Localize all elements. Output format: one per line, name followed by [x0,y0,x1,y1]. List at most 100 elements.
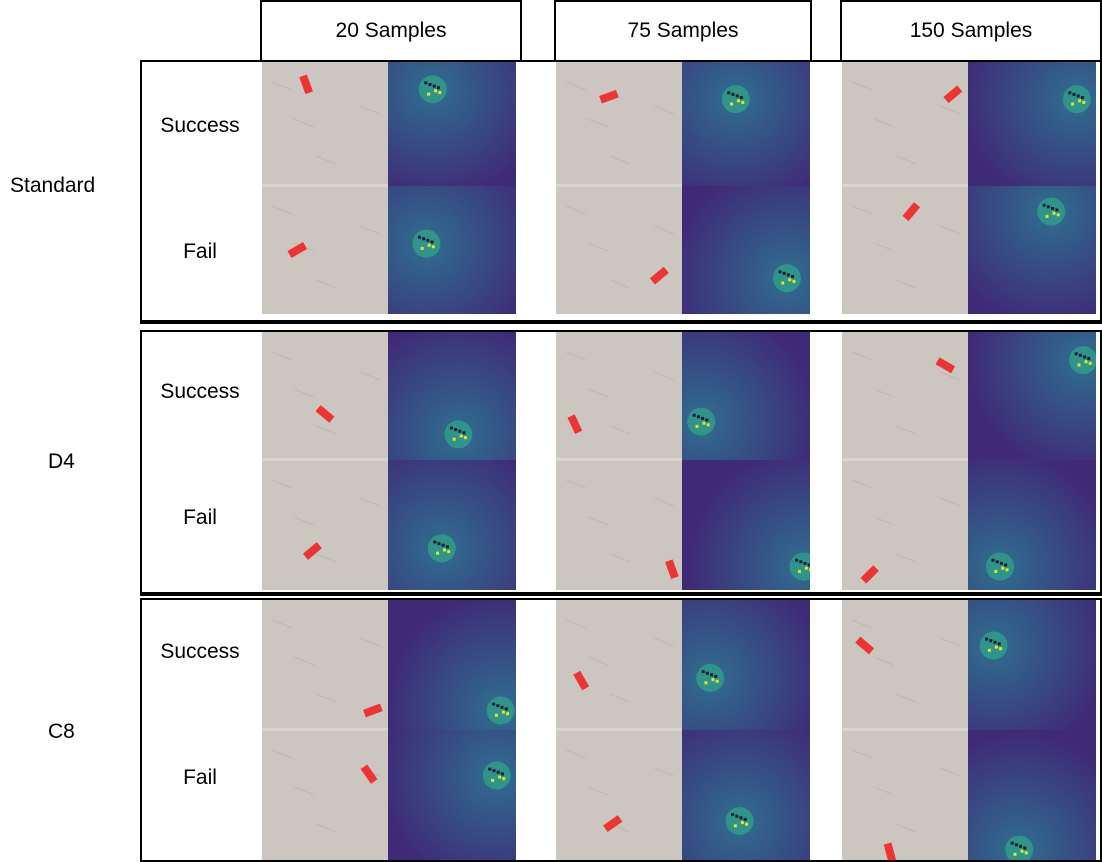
scene-photo-image [842,460,968,590]
surface-texture [565,351,587,361]
heatmap-hotspot-pixel [786,273,790,277]
surface-texture [609,155,631,165]
surface-texture [609,693,631,703]
surface-texture [315,823,337,833]
heatmap-hotspot-pixel [705,671,709,675]
heatmap-hotspot-glow [418,75,447,104]
scene-photo-image [556,600,682,730]
heatmap-image [388,186,516,314]
table-surface [262,730,388,860]
table-surface [262,460,388,590]
heatmap-hotspot-pixel [1088,361,1092,365]
table-surface [262,186,388,314]
heatmap [388,460,516,590]
object-marker [573,670,590,691]
heatmap-hotspot-pixel [994,645,998,649]
heatmap-hotspot-pixel [735,94,739,98]
outcome-label-success: Success [160,640,240,663]
surface-texture [565,81,587,91]
photo-divider [556,458,682,461]
heatmap-hotspot-pixel [987,648,991,652]
object-marker [603,815,623,833]
heatmap-hotspot-pixel [427,92,431,96]
heatmap [388,62,516,186]
heatmap-hotspot-pixel [809,568,810,572]
surface-texture [939,371,961,381]
heatmap-background [682,332,810,460]
heatmap-hotspot-pixel [492,769,496,773]
table-surface [556,730,682,860]
heatmap-hotspot-pixel [492,702,496,706]
scene-photo [262,460,388,590]
surface-texture [271,619,293,629]
heatmap-hotspot-pixel [799,560,803,564]
surface-texture [851,351,873,361]
heatmap-hotspot-pixel [1046,205,1050,209]
table-surface [842,62,968,186]
heatmap [388,186,516,314]
surface-texture [271,479,293,489]
heatmap-hotspot-pixel [695,424,699,428]
photo-divider [556,184,682,187]
surface-texture [565,479,587,489]
scene-photo [842,62,968,186]
heatmap [388,730,516,860]
scene-photo [262,332,388,460]
scene-photo-image [842,62,968,186]
heatmap-hotspot-pixel [1084,360,1088,364]
surface-texture [873,388,895,398]
heatmap [682,62,810,186]
scene-photo-image [262,332,388,460]
surface-texture [609,279,631,289]
scene-photo-image [262,62,388,186]
heatmap-hotspot-pixel [745,822,749,826]
heatmap-hotspot-pixel [1068,91,1072,95]
heatmap-hotspot-pixel [443,548,447,552]
row-separator [140,594,1102,596]
table-surface [842,730,968,860]
heatmap-hotspot-pixel [710,673,714,677]
table-surface [842,332,968,460]
column-header-150-samples: 150 Samples [840,0,1102,62]
heatmap-image [388,62,516,186]
surface-texture [609,553,631,563]
scene-photo [556,600,682,730]
heatmap-hotspot-pixel [501,710,505,714]
surface-texture [939,767,961,777]
table-surface [262,600,388,730]
object-marker [649,266,669,285]
heatmap-hotspot-pixel [804,566,808,570]
surface-texture [851,619,873,629]
surface-texture [293,516,315,526]
heatmap-image [388,332,516,460]
heatmap-hotspot-glow [986,552,1014,581]
table-surface [842,460,968,590]
object-marker [567,414,583,435]
heatmap-hotspot-pixel [438,90,442,94]
surface-texture [873,656,895,666]
heatmap-background [388,730,516,860]
surface-texture [271,749,293,759]
scene-photo [556,460,682,590]
heatmap-background [682,600,810,730]
heatmap-image [388,600,516,730]
photo-divider [842,458,968,461]
surface-texture [587,516,609,526]
scene-photo-image [842,186,968,314]
heatmap-hotspot-pixel [739,816,743,820]
heatmap-background [968,186,1096,314]
heatmap-hotspot-pixel [994,569,998,573]
scene-photo [262,62,388,186]
scene-photo [556,62,682,186]
heatmap-hotspot-pixel [999,647,1003,651]
surface-texture [315,553,337,563]
heatmap-hotspot-glow [696,664,725,692]
surface-texture [587,118,609,128]
heatmap-hotspot-pixel [714,674,718,678]
heatmap-hotspot-glow [444,420,473,449]
heatmap-hotspot-pixel [436,551,440,555]
heatmap-hotspot-pixel [436,86,440,90]
surface-texture [873,516,895,526]
heatmap-hotspot-pixel [696,415,700,419]
object-marker [665,559,679,580]
